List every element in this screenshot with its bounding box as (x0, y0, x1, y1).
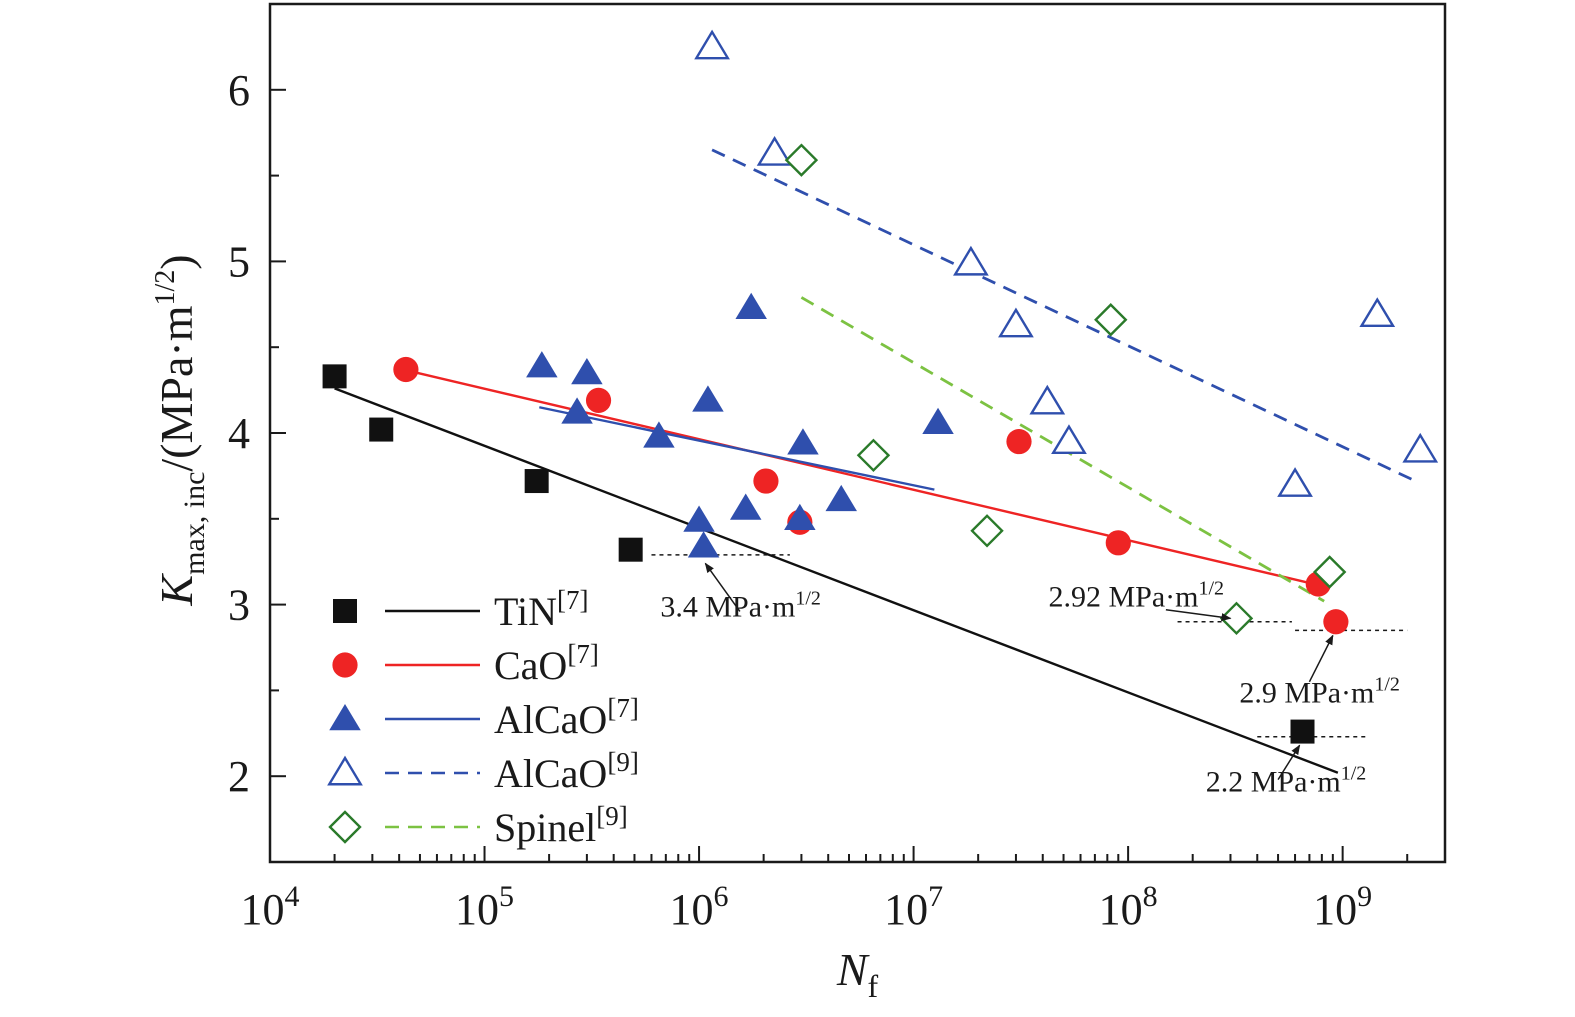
y-tick-label: 2 (228, 752, 250, 801)
y-tick-label: 4 (228, 409, 250, 458)
legend-marker (327, 755, 363, 786)
annotation-arrow (1165, 609, 1232, 622)
point-tin-7 (618, 537, 643, 562)
point-alcao-7 (687, 531, 720, 558)
fit-line-tin-7 (334, 387, 1339, 774)
point-spinel-9 (1312, 555, 1347, 589)
legend-label: CaO[7] (494, 639, 599, 688)
fit-line-alcao-7 (539, 406, 935, 491)
point-alcao-7 (561, 397, 593, 424)
annotation-arrow (1308, 634, 1334, 683)
y-axis: 2 3 4 5 6 Kmax, inc/(MPa·m1/2) (150, 3, 286, 863)
point-alcao-9 (694, 29, 730, 60)
point-alcao-7 (735, 292, 767, 319)
point-cao-7 (753, 468, 779, 494)
point-alcao-7 (922, 407, 954, 434)
point-alcao-7 (825, 484, 857, 512)
annotation-label: 2.9 MPa·m1/2 (1239, 673, 1400, 709)
x-axis: 104 105 106 107 108 109 Nf (241, 846, 1446, 1004)
legend-item-alcao-7: AlCaO[7] (329, 693, 639, 742)
point-alcao-9 (1402, 432, 1439, 463)
point-alcao-7 (784, 503, 816, 531)
point-spinel-9 (856, 438, 891, 473)
point-alcao-9 (1029, 384, 1066, 415)
point-spinel-9 (1094, 303, 1128, 337)
point-cao-7 (585, 387, 612, 413)
point-cao-7 (393, 356, 419, 383)
legend-marker (332, 652, 358, 678)
legend-item-cao-7: CaO[7] (332, 639, 599, 688)
point-alcao-7 (571, 357, 603, 385)
point-alcao-9 (998, 307, 1034, 338)
x-tick-label: 106 (670, 880, 729, 934)
legend-marker (328, 810, 362, 844)
point-cao-7 (1323, 609, 1349, 635)
fit-line-alcao-9 (711, 148, 1413, 481)
y-axis-title: Kmax, inc/(MPa·m1/2) (150, 254, 211, 606)
legend-label: AlCaO[9] (494, 747, 639, 796)
point-alcao-7 (643, 421, 675, 448)
x-tick-label: 107 (884, 880, 943, 934)
x-tick-label: 105 (455, 880, 514, 934)
y-tick-label: 3 (228, 581, 250, 630)
point-alcao-7 (692, 385, 724, 412)
plot-area (268, 2, 1447, 864)
point-spinel-9 (970, 514, 1004, 548)
legend-label: TiN[7] (494, 585, 589, 634)
x-axis-title: Nf (836, 944, 879, 1004)
x-tick-label: 109 (1313, 880, 1372, 934)
legend-marker (329, 704, 361, 731)
annotation-label: 2.2 MPa·m1/2 (1206, 763, 1367, 799)
point-spinel-9 (784, 143, 819, 177)
point-alcao-9 (1359, 297, 1396, 328)
point-alcao-9 (756, 135, 793, 166)
annotation-arrow (704, 562, 741, 612)
annotation-label: 2.92 MPa·m1/2 (1048, 577, 1224, 613)
annotations: 3.4 MPa·m1/2 2.92 MPa·m1/2 2.9 MPa·m1/2 2.2… (660, 562, 1400, 799)
point-alcao-9 (953, 245, 989, 276)
legend-label: Spinel[9] (494, 801, 628, 850)
point-cao-7 (1105, 530, 1131, 556)
point-tin-7 (524, 469, 549, 494)
legend-item-spinel-9: Spinel[9] (328, 801, 628, 850)
fit-line-cao-7 (409, 370, 1307, 584)
point-tin-7 (369, 417, 394, 442)
y-tick-label: 6 (228, 66, 250, 115)
point-tin-7 (322, 364, 347, 389)
plot-frame (268, 2, 1447, 864)
point-alcao-7 (526, 351, 558, 378)
legend-item-tin-7: TiN[7] (333, 585, 589, 634)
annotation-label: 3.4 MPa·m1/2 (660, 588, 821, 624)
y-tick-label: 5 (228, 237, 250, 286)
annotation-arrow (1277, 744, 1301, 781)
point-cao-7 (1006, 428, 1032, 455)
legend-item-alcao-9: AlCaO[9] (327, 747, 639, 796)
x-tick-label: 108 (1099, 880, 1158, 934)
point-alcao-9 (1051, 424, 1087, 455)
point-alcao-7 (787, 428, 819, 455)
legend-label: AlCaO[7] (494, 693, 639, 742)
reference-lines (651, 554, 1408, 738)
point-alcao-9 (1277, 467, 1313, 497)
x-tick-label: 104 (241, 880, 300, 934)
data-points (322, 29, 1439, 744)
point-alcao-7 (683, 505, 715, 532)
point-alcao-7 (729, 493, 762, 520)
legend-marker (333, 599, 357, 623)
legend: TiN[7] CaO[7] AlCaO[7] AlCaO[9] Spinel[9] (327, 585, 639, 850)
point-tin-7 (1290, 719, 1315, 744)
